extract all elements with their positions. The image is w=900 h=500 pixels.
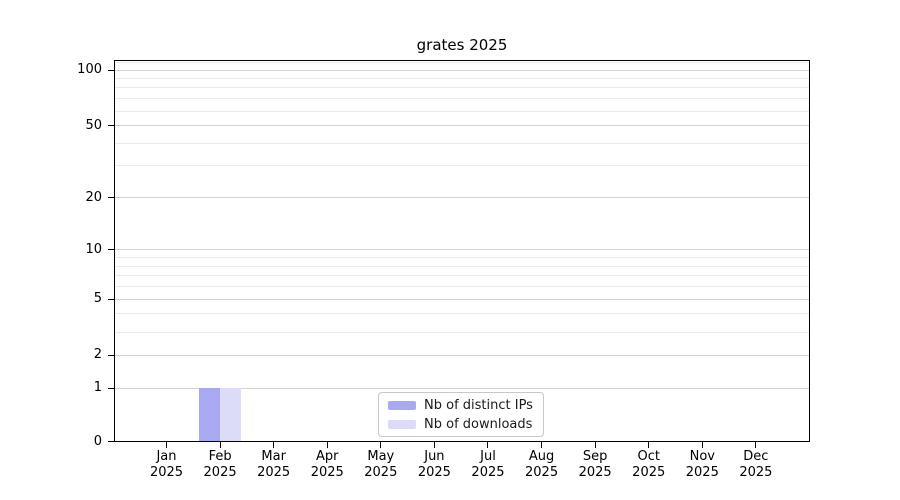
x-tick-mark bbox=[487, 442, 489, 448]
y-tick-mark bbox=[108, 69, 114, 71]
y-major-gridline bbox=[115, 69, 809, 71]
y-major-gridline bbox=[115, 249, 809, 251]
x-tick-mark bbox=[326, 442, 328, 448]
y-tick-label: 100 bbox=[77, 62, 102, 78]
x-tick-month: May bbox=[367, 449, 395, 464]
x-tick-year: 2025 bbox=[739, 464, 773, 480]
x-tick-label: Sep 2025 bbox=[565, 449, 625, 480]
x-tick-mark bbox=[166, 442, 167, 448]
x-tick-year: 2025 bbox=[578, 464, 612, 480]
y-tick-label: 10 bbox=[85, 241, 102, 257]
y-tick-label: 0 bbox=[93, 433, 102, 449]
x-tick-year: 2025 bbox=[257, 464, 291, 480]
y-tick-mark bbox=[108, 387, 114, 389]
x-tick-label: Aug 2025 bbox=[512, 449, 572, 480]
y-tick-label: 2 bbox=[93, 347, 102, 363]
x-tick-mark bbox=[273, 442, 275, 448]
legend-label-downloads: Nb of downloads bbox=[424, 416, 533, 432]
y-minor-gridline bbox=[115, 142, 809, 144]
y-minor-gridline bbox=[115, 257, 809, 259]
y-major-gridline bbox=[115, 354, 809, 356]
y-tick-mark bbox=[108, 298, 114, 300]
x-tick-year: 2025 bbox=[685, 464, 719, 480]
y-major-gridline bbox=[115, 298, 809, 300]
y-tick-mark bbox=[108, 249, 114, 251]
x-tick-month: Dec bbox=[743, 449, 769, 464]
legend-swatch-distinct-ips-icon bbox=[388, 400, 416, 410]
y-major-gridline bbox=[115, 197, 809, 198]
y-minor-gridline bbox=[115, 331, 809, 333]
y-minor-gridline bbox=[115, 275, 809, 277]
x-tick-month: Sep bbox=[582, 449, 608, 464]
x-tick-year: 2025 bbox=[203, 464, 237, 480]
y-minor-gridline bbox=[115, 87, 809, 89]
plot-area bbox=[114, 60, 810, 442]
x-tick-mark bbox=[648, 442, 650, 448]
x-tick-year: 2025 bbox=[364, 464, 398, 480]
x-tick-label: Feb 2025 bbox=[190, 449, 250, 480]
y-minor-gridline bbox=[115, 286, 809, 288]
y-minor-gridline bbox=[115, 98, 809, 100]
x-tick-label: Jan 2025 bbox=[137, 449, 197, 480]
x-tick-year: 2025 bbox=[149, 464, 184, 480]
y-minor-gridline bbox=[115, 265, 809, 267]
y-minor-gridline bbox=[115, 61, 809, 63]
y-major-gridline bbox=[115, 125, 809, 127]
x-tick-month: Mar bbox=[261, 449, 286, 464]
x-tick-mark bbox=[755, 442, 757, 448]
legend-swatch-downloads-icon bbox=[388, 419, 416, 429]
x-tick-month: Apr bbox=[315, 449, 339, 464]
x-tick-label: Mar 2025 bbox=[244, 449, 304, 480]
y-major-gridline bbox=[115, 387, 809, 389]
x-tick-label: Oct 2025 bbox=[619, 449, 679, 480]
x-tick-month: Jun bbox=[424, 449, 445, 464]
x-tick-mark bbox=[594, 442, 596, 448]
x-tick-label: Nov 2025 bbox=[672, 449, 732, 480]
bar-downloads bbox=[220, 388, 242, 442]
x-tick-month: Nov bbox=[689, 449, 715, 464]
y-tick-mark bbox=[108, 354, 114, 356]
x-tick-month: Aug bbox=[528, 449, 555, 464]
y-minor-gridline bbox=[115, 110, 809, 112]
x-tick-month: Jan bbox=[156, 449, 177, 464]
y-tick-label: 50 bbox=[85, 117, 102, 133]
x-tick-label: Apr 2025 bbox=[297, 449, 357, 480]
x-tick-month: Feb bbox=[208, 449, 232, 464]
legend-item-downloads: Nb of downloads bbox=[388, 417, 543, 432]
legend-item-distinct-ips: Nb of distinct IPs bbox=[388, 398, 543, 413]
x-tick-label: Jul 2025 bbox=[458, 449, 518, 480]
y-tick-mark bbox=[108, 197, 114, 198]
x-tick-year: 2025 bbox=[417, 464, 451, 480]
x-tick-mark bbox=[219, 442, 221, 448]
y-tick-label: 5 bbox=[93, 291, 102, 307]
bar-distinct-ips bbox=[198, 388, 221, 442]
x-tick-month: Jul bbox=[480, 449, 496, 464]
y-tick-mark bbox=[108, 125, 114, 127]
x-tick-label: May 2025 bbox=[351, 449, 411, 480]
y-tick-mark bbox=[108, 441, 114, 442]
x-tick-year: 2025 bbox=[310, 464, 344, 480]
x-tick-mark bbox=[380, 442, 382, 448]
y-minor-gridline bbox=[115, 165, 809, 167]
x-tick-year: 2025 bbox=[471, 464, 505, 480]
x-tick-mark bbox=[433, 442, 435, 448]
x-tick-label: Dec 2025 bbox=[726, 449, 786, 480]
x-tick-year: 2025 bbox=[525, 464, 559, 480]
y-minor-gridline bbox=[115, 313, 809, 315]
legend-label-distinct-ips: Nb of distinct IPs bbox=[424, 397, 533, 413]
legend: Nb of distinct IPs Nb of downloads bbox=[378, 392, 544, 437]
x-tick-year: 2025 bbox=[632, 464, 666, 480]
y-tick-label: 1 bbox=[93, 380, 102, 396]
x-tick-month: Oct bbox=[637, 449, 660, 464]
x-tick-mark bbox=[701, 442, 703, 448]
y-tick-label: 20 bbox=[85, 189, 102, 205]
x-tick-label: Jun 2025 bbox=[404, 449, 464, 480]
x-tick-mark bbox=[541, 442, 543, 448]
chart-title: grates 2025 bbox=[416, 36, 508, 54]
y-minor-gridline bbox=[115, 78, 809, 80]
